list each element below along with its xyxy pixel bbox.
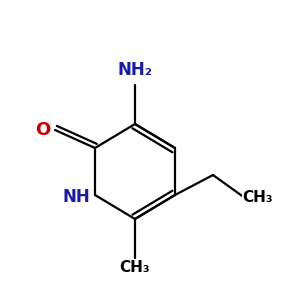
Text: NH: NH [60, 188, 92, 206]
Text: O: O [34, 120, 52, 140]
Text: NH₂: NH₂ [115, 61, 155, 80]
Text: O: O [35, 121, 51, 139]
Text: NH: NH [62, 188, 90, 206]
Text: CH₃: CH₃ [240, 189, 276, 207]
Text: NH₂: NH₂ [118, 61, 152, 79]
Text: CH₃: CH₃ [120, 260, 150, 275]
Text: CH₃: CH₃ [243, 190, 273, 206]
Text: CH₃: CH₃ [117, 259, 153, 277]
